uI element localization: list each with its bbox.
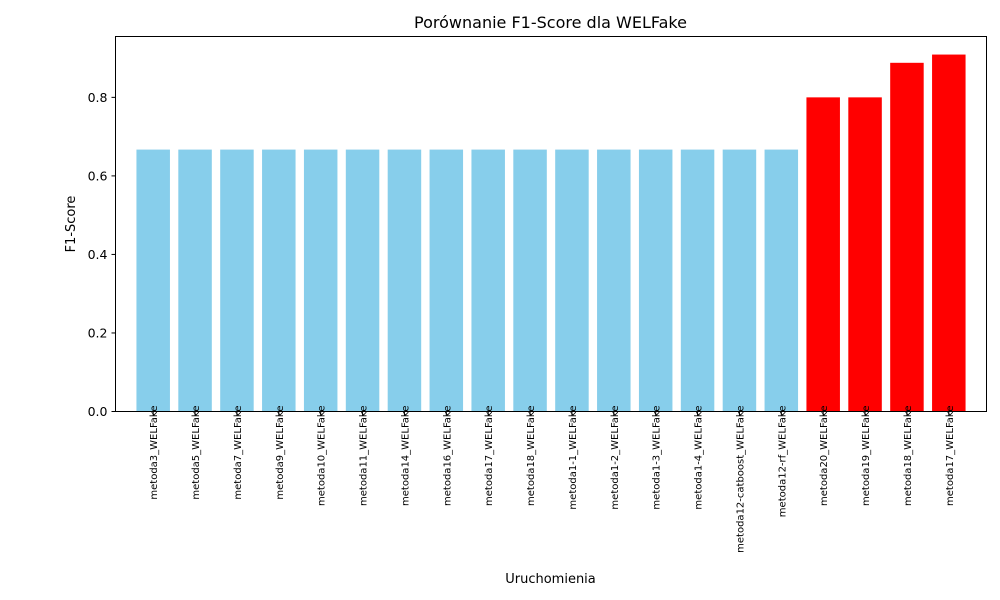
x-tick-label: metoda17_WELFake <box>945 406 956 506</box>
bar-metoda1-2_WELFake <box>597 149 631 412</box>
bar-metoda1-3_WELFake <box>638 149 673 412</box>
bar-metoda12-catboost_WELFake <box>722 149 757 412</box>
x-tick-label: metoda10_WELFake <box>317 406 328 506</box>
x-tick-label: metoda1-1_WELFake <box>568 406 579 510</box>
y-axis-title: F1-Score <box>64 196 79 253</box>
bar-metoda1-4_WELFake <box>680 149 715 412</box>
x-axis-title: Uruchomienia <box>505 572 596 587</box>
x-tick-label: metoda1-3_WELFake <box>652 406 663 510</box>
bar-metoda14_WELFake <box>387 149 422 412</box>
x-tick-label: metoda17_WELFake <box>484 406 495 506</box>
bar-metoda10_WELFake <box>303 149 338 412</box>
x-tick-label: metoda16_WELFake <box>442 406 453 506</box>
x-tick-label: metoda7_WELFake <box>233 406 244 500</box>
bar-metoda3_WELFake <box>136 149 170 412</box>
x-tick-label: metoda19_WELFake <box>861 406 872 506</box>
bar-metoda7_WELFake <box>220 149 254 412</box>
y-tick-label: 0.0 <box>88 404 108 419</box>
bar-metoda16_WELFake <box>429 149 464 412</box>
y-tick-label: 0.6 <box>88 168 108 183</box>
bar-metoda17_WELFake <box>471 149 505 412</box>
bar-metoda12-rf_WELFake <box>764 149 799 412</box>
bar-metoda11_WELFake <box>345 149 380 412</box>
bar-metoda19_WELFake <box>848 97 882 412</box>
bar-metoda18_WELFake <box>890 62 924 412</box>
y-axis: 0.0 0.2 0.4 0.6 0.8 <box>88 90 116 419</box>
x-tick-label: metoda5_WELFake <box>191 406 202 500</box>
x-tick-label: metoda1-2_WELFake <box>610 406 621 510</box>
x-tick-label: metoda20_WELFake <box>819 406 830 506</box>
y-tick-label: 0.8 <box>88 90 108 105</box>
bar-metoda5_WELFake <box>178 149 212 412</box>
x-tick-label: metoda1-4_WELFake <box>694 406 705 510</box>
plot-frame <box>115 36 987 412</box>
bars-layer <box>136 54 966 412</box>
x-axis: metoda3_WELFake metoda5_WELFake metoda7_WE… <box>149 406 956 553</box>
x-tick-label: metoda3_WELFake <box>149 406 160 500</box>
x-tick-label: metoda14_WELFake <box>400 406 411 506</box>
bar-metoda17_WELFake <box>932 54 966 412</box>
y-tick-label: 0.4 <box>88 247 108 262</box>
bar-metoda9_WELFake <box>262 149 296 412</box>
x-tick-label: metoda11_WELFake <box>359 406 370 506</box>
chart-title: Porównanie F1-Score dla WELFake <box>414 13 687 32</box>
x-tick-label: metoda9_WELFake <box>275 406 286 500</box>
x-tick-label: metoda12-rf_WELFake <box>777 406 788 518</box>
y-tick-label: 0.2 <box>88 325 108 340</box>
bar-metoda1-1_WELFake <box>555 149 589 412</box>
x-tick-label: metoda12-catboost_WELFake <box>735 406 746 553</box>
bar-metoda20_WELFake <box>806 97 840 412</box>
bar-metoda18_WELFake <box>513 149 547 412</box>
x-tick-label: metoda18_WELFake <box>526 406 537 506</box>
x-tick-label: metoda18_WELFake <box>903 406 914 506</box>
